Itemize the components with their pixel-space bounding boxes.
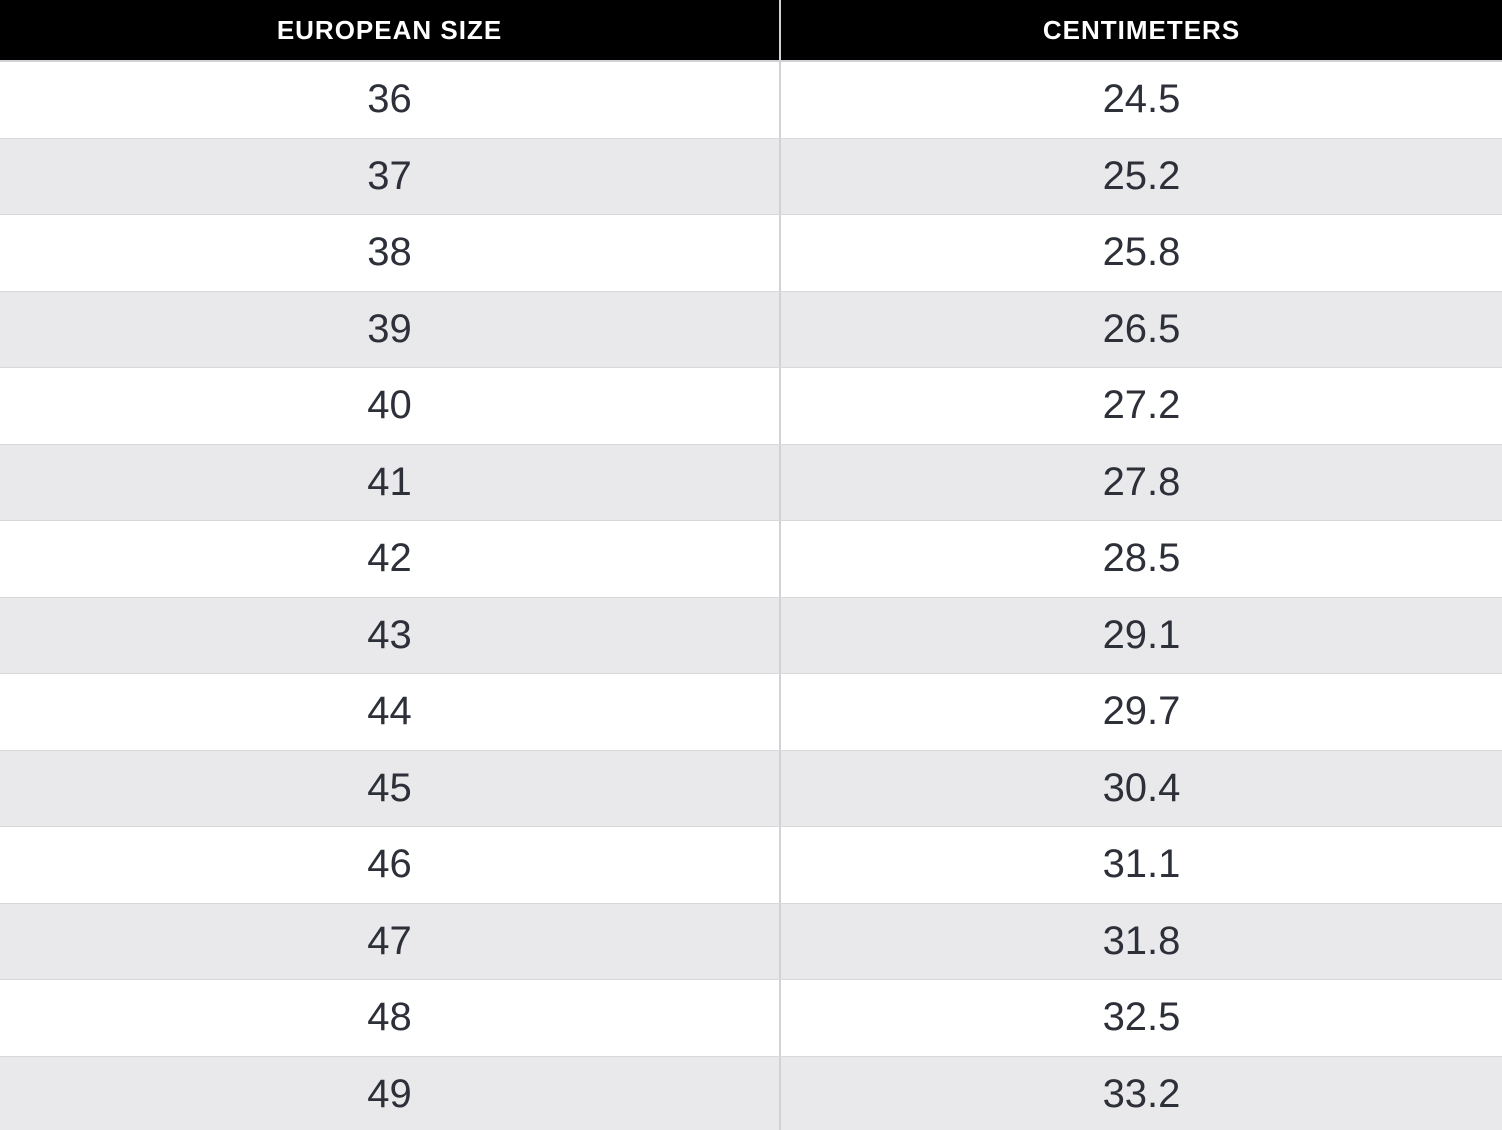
- table-row: 41 27.8: [0, 444, 1502, 521]
- cell-european-size: 39: [0, 291, 781, 367]
- cell-european-size: 43: [0, 597, 781, 673]
- cell-european-size: 47: [0, 903, 781, 979]
- table-header-row: EUROPEAN SIZE CENTIMETERS: [0, 0, 1502, 62]
- cell-centimeters: 31.8: [1102, 918, 1181, 963]
- cell-european-size: 42: [0, 521, 781, 597]
- cell-centimeters: 29.7: [1102, 689, 1181, 734]
- cell-centimeters: 33.2: [1102, 1071, 1181, 1116]
- table-row: 46 31.1: [0, 827, 1502, 904]
- table-row: 39 26.5: [0, 291, 1502, 368]
- cell-centimeters: 25.2: [1102, 153, 1181, 198]
- table-row: 43 29.1: [0, 597, 1502, 674]
- table-row: 42 28.5: [0, 521, 1502, 598]
- cell-centimeters: 26.5: [1102, 306, 1181, 351]
- table-row: 36 24.5: [0, 62, 1502, 139]
- cell-european-size: 45: [0, 750, 781, 826]
- cell-centimeters: 27.8: [1102, 459, 1181, 504]
- cell-centimeters: 29.1: [1102, 612, 1181, 657]
- cell-european-size: 49: [0, 1056, 781, 1130]
- cell-european-size: 38: [0, 215, 781, 291]
- cell-centimeters: 32.5: [1102, 995, 1181, 1040]
- table-body: 36 24.5 37 25.2 38 25.8 39 26.5 40 27.2 …: [0, 62, 1502, 1130]
- cell-centimeters: 28.5: [1102, 536, 1181, 581]
- cell-centimeters: 25.8: [1102, 230, 1181, 275]
- cell-european-size: 44: [0, 674, 781, 750]
- table-row: 47 31.8: [0, 903, 1502, 980]
- cell-centimeters: 27.2: [1102, 383, 1181, 428]
- table-row: 40 27.2: [0, 368, 1502, 445]
- cell-european-size: 46: [0, 827, 781, 903]
- cell-centimeters: 31.1: [1102, 842, 1181, 887]
- cell-european-size: 40: [0, 368, 781, 444]
- table-row: 44 29.7: [0, 674, 1502, 751]
- column-header-european-size: EUROPEAN SIZE: [0, 0, 781, 60]
- cell-centimeters: 30.4: [1102, 765, 1181, 810]
- cell-european-size: 41: [0, 444, 781, 520]
- cell-european-size: 48: [0, 980, 781, 1056]
- table-row: 38 25.8: [0, 215, 1502, 292]
- table-row: 45 30.4: [0, 750, 1502, 827]
- column-header-centimeters: CENTIMETERS: [1042, 14, 1241, 45]
- table-row: 49 33.2: [0, 1056, 1502, 1130]
- cell-centimeters: 24.5: [1102, 77, 1181, 122]
- table-row: 48 32.5: [0, 980, 1502, 1057]
- cell-european-size: 37: [0, 138, 781, 214]
- cell-european-size: 36: [0, 62, 781, 138]
- table-row: 37 25.2: [0, 138, 1502, 215]
